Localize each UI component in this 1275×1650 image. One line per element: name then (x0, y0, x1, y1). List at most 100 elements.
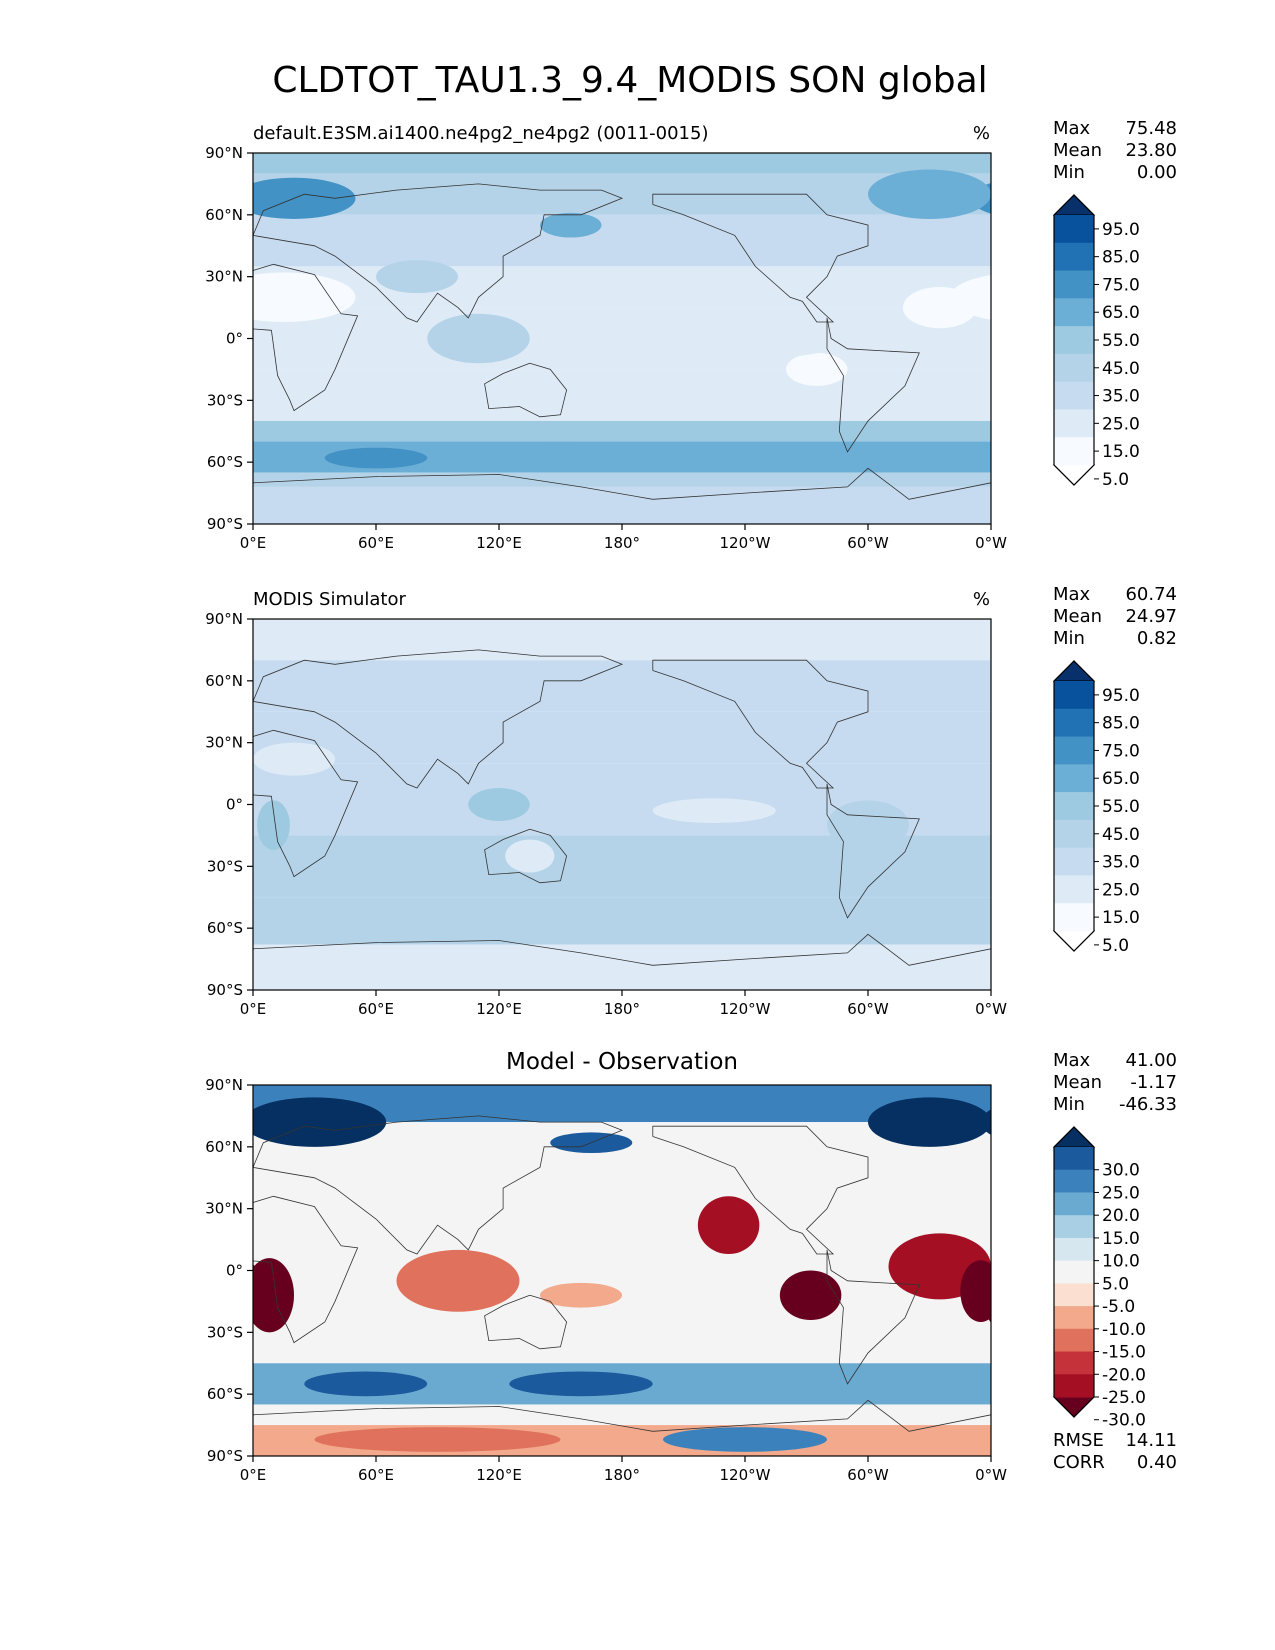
lat-band (253, 660, 991, 712)
y-tick-label: 90°N (205, 144, 243, 162)
coastline (826, 783, 920, 919)
lat-band (253, 307, 991, 370)
colorbar-tick-label: -25.0 (1102, 1388, 1146, 1408)
y-tick-label: 90°S (207, 1447, 243, 1465)
y-tick-label: 30°S (207, 857, 243, 875)
stat-min-label: Min (1053, 628, 1085, 649)
x-tick-label: 0°W (975, 1466, 1007, 1484)
y-tick-label: 90°N (205, 1076, 243, 1094)
stat-max-label: Max (1053, 118, 1091, 139)
coastline (652, 1125, 869, 1255)
colorbar-segment (1054, 819, 1094, 849)
field-feature (1135, 1250, 1258, 1312)
stat-mean-value: -1.17 (1130, 1072, 1177, 1093)
field-feature (0, 318, 110, 359)
coastline (253, 467, 991, 500)
stat-min-label: Min (1053, 162, 1085, 183)
y-tick-label: 0° (226, 1262, 243, 1280)
panel-reference-units: % (973, 589, 990, 610)
y-tick-label: 30°N (205, 734, 243, 752)
x-tick-label: 120°W (720, 534, 771, 552)
colorbar-tick-label: 65.0 (1102, 303, 1140, 323)
x-tick-label: 60°E (358, 534, 394, 552)
field-feature (468, 788, 530, 821)
stat-max-label: Max (1053, 1050, 1091, 1071)
field-feature (0, 1196, 21, 1254)
lat-band (253, 420, 991, 442)
coastline (253, 263, 359, 412)
colorbar-tick-label: 65.0 (1102, 769, 1140, 789)
field-feature (324, 447, 428, 469)
stat-min-value: 0.82 (1137, 628, 1177, 649)
colorbar-segment (1054, 1260, 1094, 1284)
panel-difference-axes: 0°E 60°E 120°E 180° 120°W 60°W 0°W 90°N 60°N 30°N… (205, 1076, 1007, 1484)
colorbar-segment (1054, 353, 1094, 383)
x-tick-label: 60°E (358, 1000, 394, 1018)
colorbar-tick-label: 35.0 (1102, 387, 1140, 407)
y-tick-label: 90°N (205, 610, 243, 628)
field-feature (478, 447, 643, 469)
colorbar-segment (1054, 381, 1094, 410)
stat-min-value: -46.33 (1119, 1094, 1177, 1115)
x-tick-label: 120°E (476, 1466, 522, 1484)
panel-difference-map (0, 1084, 1275, 1457)
colorbar-tick-label: -30.0 (1102, 1411, 1146, 1431)
y-tick-label: 30°S (207, 391, 243, 409)
lat-band (253, 472, 991, 487)
lat-band (253, 897, 991, 945)
stat-mean-label: Mean (1053, 1072, 1102, 1093)
y-tick-label: 90°S (207, 981, 243, 999)
colorbar-extend-min (1052, 930, 1096, 952)
field-feature (995, 800, 1028, 849)
field-feature (304, 1371, 428, 1397)
stat-mean-value: 24.97 (1125, 606, 1177, 627)
colorbar-tick-label: 85.0 (1102, 248, 1140, 268)
colorbar-tick-label: -20.0 (1102, 1365, 1146, 1385)
x-tick-label: 180° (604, 1466, 640, 1484)
field-feature (509, 1371, 653, 1397)
colorbar-tick-label: -5.0 (1102, 1297, 1135, 1317)
x-tick-label: 120°W (720, 1000, 771, 1018)
field-feature (89, 800, 171, 849)
coastline (652, 659, 869, 789)
colorbar-test: 95.0 85.0 75.0 65.0 55.0 45.0 35.0 25.0 15.0 5.0 (1052, 194, 1140, 490)
x-tick-label: 60°W (847, 1000, 889, 1018)
colorbar-tick-label: 5.0 (1102, 1274, 1129, 1294)
x-tick-label: 180° (604, 534, 640, 552)
panel-difference: Model - Observation 0°E 60°E 120°E 180° 120°… (0, 1049, 1275, 1484)
x-tick-label: 0°E (240, 1466, 267, 1484)
stat-mean-label: Mean (1053, 606, 1102, 627)
stat-rmse-value: 14.11 (1125, 1430, 1177, 1451)
colorbar-segment (1054, 1237, 1094, 1262)
colorbar-tick-label: 85.0 (1102, 714, 1140, 734)
y-tick-label: 30°N (205, 268, 243, 286)
lat-band (253, 369, 991, 421)
colorbar-tick-label: 35.0 (1102, 853, 1140, 873)
colorbar-tick-label: 15.0 (1102, 908, 1140, 928)
colorbar-tick-label: 10.0 (1102, 1252, 1140, 1272)
colorbar-segment (1054, 903, 1094, 932)
colorbar-extend-min (1052, 464, 1096, 486)
stat-max-value: 41.00 (1125, 1050, 1177, 1071)
stat-rmse-label: RMSE (1053, 1430, 1104, 1451)
colorbar-segment (1054, 792, 1094, 821)
field-feature (1165, 314, 1268, 363)
x-tick-label: 0°E (240, 1000, 267, 1018)
panel-reference-axes: 0°E 60°E 120°E 180° 120°W 60°W 0°W 90°N 60°N 30°N… (205, 610, 1007, 1018)
field-feature (540, 212, 602, 238)
colorbar-segment (1054, 847, 1094, 876)
colorbar-segment (1054, 1328, 1094, 1353)
stat-max-value: 75.48 (1125, 118, 1177, 139)
colorbar-extend-max (1052, 1126, 1096, 1148)
x-tick-label: 60°E (358, 1466, 394, 1484)
field-feature (314, 1427, 561, 1452)
panel-test-map (0, 152, 1268, 525)
colorbar-extend-max (1052, 660, 1096, 682)
field-feature (427, 313, 530, 364)
colorbar-segment (1054, 1215, 1094, 1239)
colorbar-tick-label: -15.0 (1102, 1343, 1146, 1363)
y-tick-label: 0° (226, 796, 243, 814)
stat-min-value: 0.00 (1137, 162, 1177, 183)
field-feature (1247, 1371, 1275, 1396)
colorbar-segment (1054, 326, 1094, 355)
